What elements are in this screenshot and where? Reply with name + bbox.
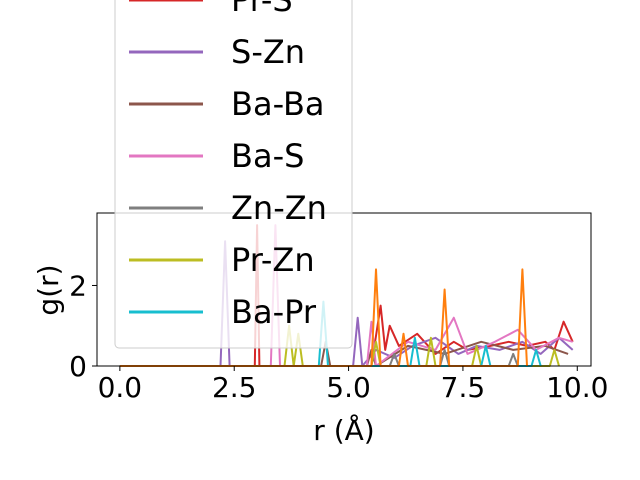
- legend: Pr-S S-Zn Ba-Ba Ba-S Zn-Zn Pr-Zn Ba-Pr: [114, 0, 353, 349]
- x-tick-label: 10.0: [546, 371, 608, 404]
- legend-label-pr-zn: Pr-Zn: [231, 241, 315, 279]
- series-line-zn-zn: [119, 348, 519, 367]
- y-axis-label: g(r): [32, 264, 65, 315]
- legend-label-s-zn: S-Zn: [231, 33, 305, 71]
- y-tick-label: 0: [69, 350, 87, 383]
- y-tick-label: 2: [69, 269, 87, 302]
- y-axis: 02: [69, 269, 97, 383]
- x-axis: 0.0 2.5 5.0 7.5 10.0: [98, 366, 608, 404]
- legend-label-ba-ba: Ba-Ba: [231, 85, 325, 123]
- legend-label-ba-s: Ba-S: [231, 137, 304, 175]
- legend-label-ba-pr: Ba-Pr: [231, 293, 317, 331]
- legend-label-pr-s: Pr-S: [231, 0, 293, 19]
- x-tick-label: 2.5: [212, 371, 257, 404]
- x-tick-label: 7.5: [441, 371, 486, 404]
- x-tick-label: 5.0: [326, 371, 371, 404]
- x-axis-label: r (Å): [313, 413, 374, 447]
- legend-label-zn-zn: Zn-Zn: [231, 189, 327, 227]
- x-tick-label: 0.0: [98, 371, 143, 404]
